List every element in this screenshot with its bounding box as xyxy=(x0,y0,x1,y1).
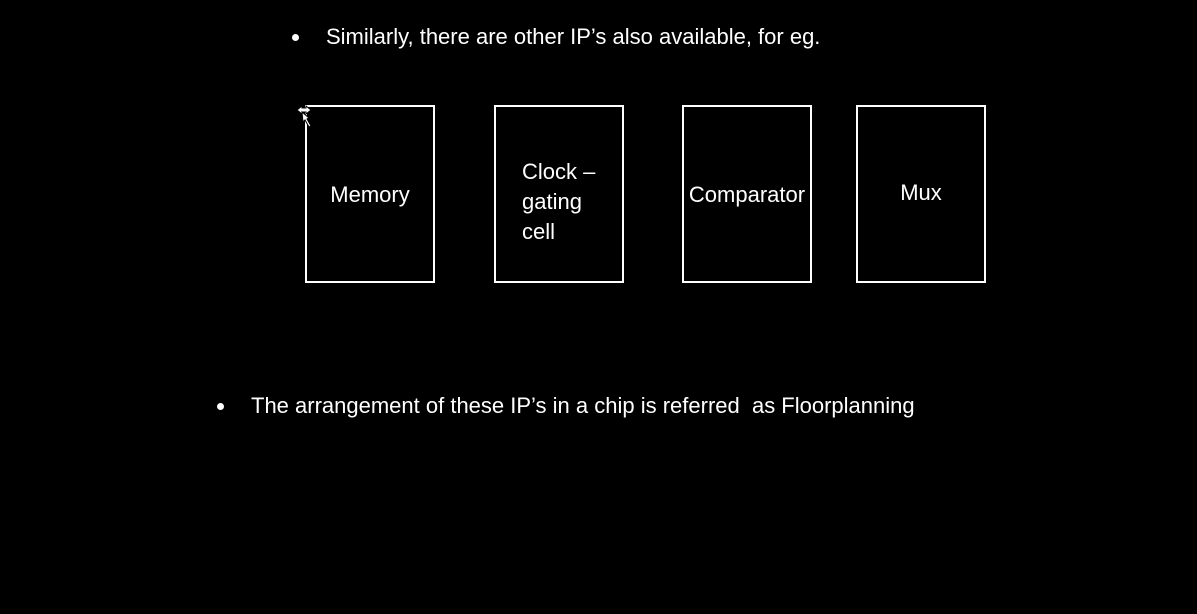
bullet-floorplanning: The arrangement of these IP’s in a chip … xyxy=(217,393,915,419)
bullet-dot-icon xyxy=(292,33,299,41)
ip-block-memory: Memory xyxy=(305,105,435,283)
ip-block-memory-label: Memory xyxy=(330,182,410,207)
ip-block-clock-gating-cell-label: Clock – gating cell xyxy=(522,159,596,244)
move-cursor-icon xyxy=(296,104,312,128)
bullet-dot-icon xyxy=(217,402,224,410)
ip-block-mux-label: Mux xyxy=(900,180,942,205)
bullet-floorplanning-text: The arrangement of these IP’s in a chip … xyxy=(251,393,915,418)
ip-block-mux: Mux xyxy=(856,105,986,283)
ip-block-comparator-label: Comparator xyxy=(688,182,806,207)
ip-block-clock-gating-cell: Clock – gating cell xyxy=(494,105,624,283)
bullet-similarly-text: Similarly, there are other IP’s also ava… xyxy=(326,24,821,49)
ip-block-comparator: Comparator xyxy=(682,105,812,283)
bullet-similarly: Similarly, there are other IP’s also ava… xyxy=(292,24,820,50)
